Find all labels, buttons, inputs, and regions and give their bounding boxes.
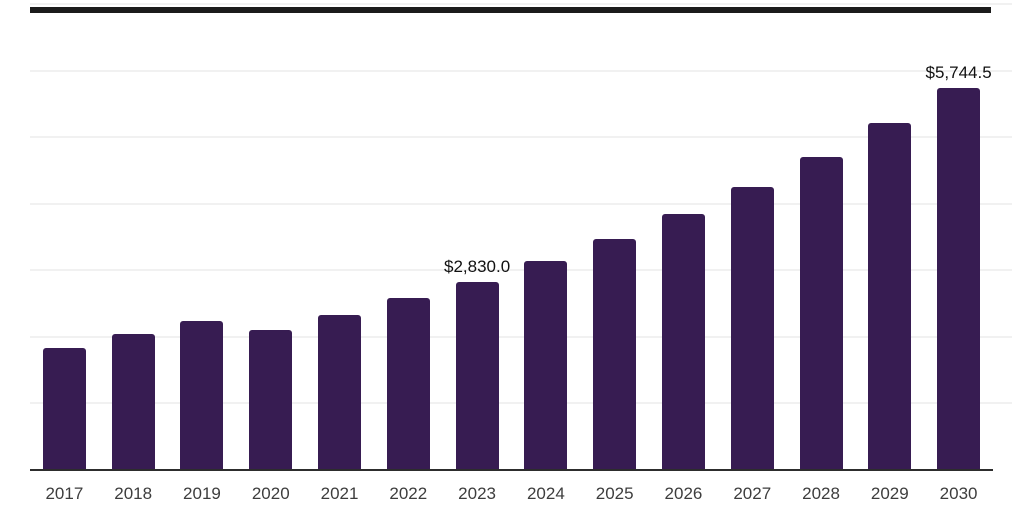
bar-2030[interactable]: [937, 87, 981, 470]
gridline-2000: [30, 335, 1012, 338]
x-tick-label-2022: 2022: [389, 484, 428, 503]
x-tick-label-2020: 2020: [251, 484, 290, 503]
bar-2025[interactable]: [593, 238, 637, 470]
gridline-1000: [30, 402, 1012, 405]
bar-2022[interactable]: [386, 298, 430, 470]
bar-2017[interactable]: [42, 348, 86, 470]
x-tick-label-2017: 2017: [45, 484, 84, 503]
x-axis-line: [30, 469, 993, 471]
bar-2029[interactable]: [868, 123, 912, 470]
gridline-6000: [30, 69, 1012, 72]
bar-2027[interactable]: [730, 187, 774, 470]
bar-2018[interactable]: [111, 334, 155, 470]
x-tick-label-2026: 2026: [664, 484, 703, 503]
gridline-5000: [30, 136, 1012, 139]
x-tick-label-2028: 2028: [802, 484, 840, 503]
plot-top-border: [30, 7, 991, 13]
bar-2021[interactable]: [318, 314, 362, 470]
gridline-3000: [30, 269, 1012, 272]
x-tick-label-2019: 2019: [183, 484, 221, 503]
bar-2020[interactable]: [249, 330, 293, 470]
gridline-4000: [30, 202, 1012, 205]
bar-2024[interactable]: [524, 260, 568, 470]
x-tick-label-2023: 2023: [458, 484, 496, 503]
x-tick-label-2021: 2021: [320, 484, 359, 503]
x-tick-label-2024: 2024: [526, 484, 565, 503]
bar-2019[interactable]: [180, 320, 224, 470]
bar-2023[interactable]: [455, 281, 499, 470]
x-tick-label-2029: 2029: [870, 484, 909, 503]
bar-2028[interactable]: [799, 157, 843, 470]
data-label-2030: $5,744.5: [925, 62, 992, 82]
x-tick-label-2025: 2025: [595, 484, 634, 503]
bar-2026[interactable]: [661, 213, 705, 470]
gridline-7000: [30, 3, 1012, 5]
x-tick-label-2018: 2018: [114, 484, 153, 503]
x-tick-label-2027: 2027: [733, 484, 772, 503]
x-tick-label-2030: 2030: [939, 484, 978, 503]
data-label-2023: $2,830.0: [444, 256, 511, 276]
